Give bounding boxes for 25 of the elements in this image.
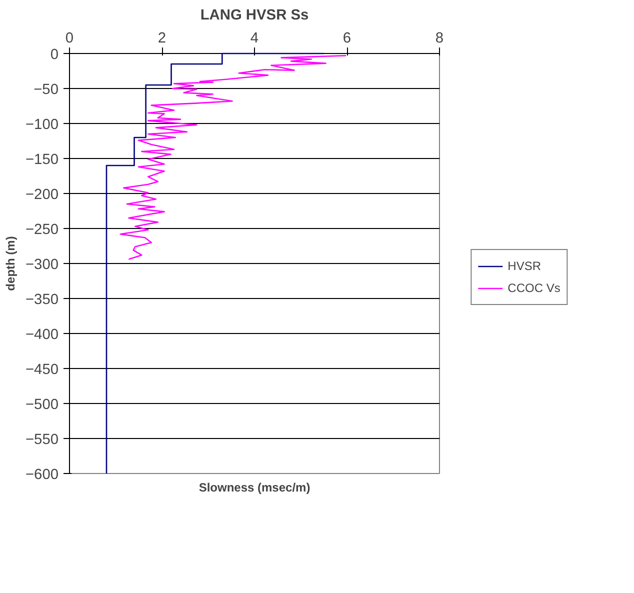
y-tick-label: −350 — [25, 292, 59, 308]
y-tick-label: −100 — [25, 117, 59, 133]
y-axis-title: depth (m) — [3, 236, 18, 291]
x-tick-label: 8 — [435, 30, 444, 46]
chart-title: LANG HVSR Ss — [200, 8, 309, 24]
legend-label: HVSR — [508, 258, 542, 272]
y-tick-label: −250 — [25, 222, 59, 238]
y-tick-label: −450 — [25, 362, 59, 378]
y-tick-label: −50 — [34, 82, 59, 98]
y-tick-label: −300 — [25, 257, 59, 273]
x-axis-title: Slowness (msec/m) — [198, 480, 310, 494]
y-tick-label: −550 — [25, 432, 59, 448]
x-tick-label: 6 — [342, 30, 352, 46]
y-tick-label: −150 — [25, 152, 59, 168]
y-tick-label: 0 — [50, 47, 59, 63]
y-tick-label: −400 — [25, 327, 59, 343]
line-series — [120, 54, 347, 260]
x-tick-label: 2 — [158, 30, 166, 46]
y-tick-label: −600 — [25, 467, 59, 483]
x-tick-label: 0 — [65, 30, 74, 46]
y-tick-label: −500 — [25, 397, 59, 413]
legend-label: CCOC Vs — [508, 280, 560, 294]
y-tick-label: −200 — [25, 187, 59, 203]
x-tick-label: 4 — [250, 30, 259, 46]
line-series — [106, 52, 325, 474]
